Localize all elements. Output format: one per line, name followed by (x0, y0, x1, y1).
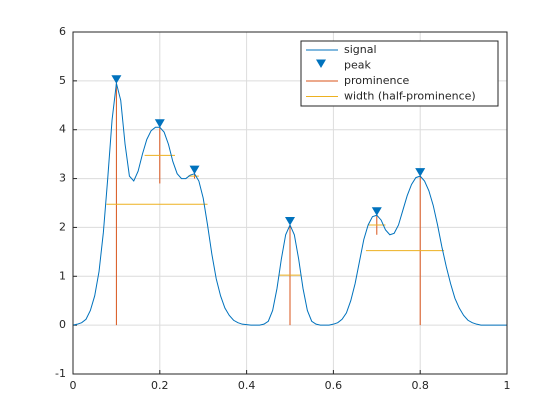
legend-label: width (half-prominence) (344, 90, 476, 103)
x-tick-label: 0.8 (411, 379, 429, 392)
legend-label: prominence (344, 74, 410, 87)
x-tick-label: 0.4 (238, 379, 256, 392)
peak-marker (415, 168, 426, 177)
y-tick-label: 4 (59, 123, 66, 136)
legend-label: peak (344, 59, 371, 72)
y-tick-label: -1 (55, 367, 66, 380)
y-tick-label: 3 (59, 172, 66, 185)
peak-marker (189, 165, 200, 175)
y-tick-label: 2 (59, 220, 66, 233)
axes-box (72, 31, 508, 375)
x-tick-label: 0.6 (325, 379, 343, 392)
y-tick-label: 5 (59, 74, 66, 87)
x-tick-label: 1 (504, 379, 511, 392)
peak-marker (371, 207, 382, 216)
x-tick-label: 0.2 (151, 379, 169, 392)
legend-symbol (316, 59, 326, 68)
x-tick-label: 0 (70, 379, 77, 392)
peak-marker (154, 119, 165, 128)
legend-label: signal (344, 43, 377, 56)
peak-marker (285, 216, 295, 226)
peak-marker (111, 75, 122, 84)
y-tick-label: 6 (59, 25, 66, 38)
y-tick-label: 1 (59, 269, 66, 282)
legend-box (300, 40, 499, 107)
y-tick-label: 0 (59, 318, 66, 331)
